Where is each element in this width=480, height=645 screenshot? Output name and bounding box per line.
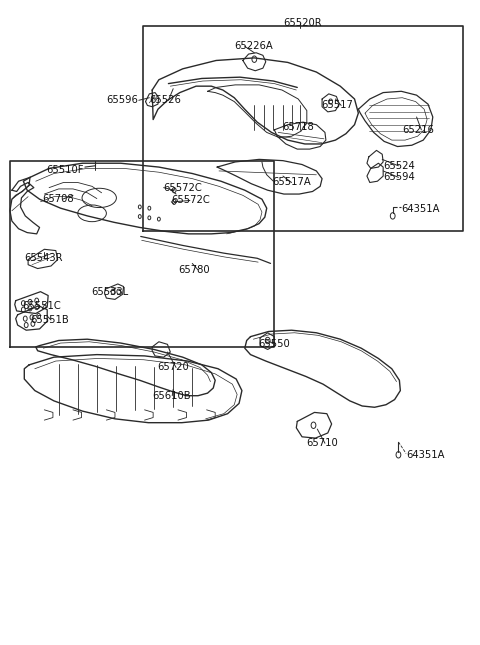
Text: 65216: 65216 [402,125,434,135]
Text: 65226A: 65226A [234,41,273,52]
Text: 65517A: 65517A [273,177,311,188]
Text: 65720: 65720 [157,362,189,372]
Text: 65524: 65524 [383,161,415,171]
Text: 65533L: 65533L [91,286,128,297]
Text: 65710: 65710 [306,438,337,448]
Text: 65780: 65780 [178,265,210,275]
Text: 65551B: 65551B [30,315,69,325]
Text: 65520R: 65520R [283,18,322,28]
Text: 65550: 65550 [258,339,290,350]
Text: 64351A: 64351A [406,450,444,460]
Text: 64351A: 64351A [401,204,440,215]
Text: 65572C: 65572C [171,195,210,206]
Text: 65708: 65708 [42,194,73,204]
Text: 65543R: 65543R [24,253,63,263]
Text: 65551C: 65551C [23,301,61,312]
Text: 65510F: 65510F [47,164,84,175]
Text: 65517: 65517 [321,101,353,110]
Text: 65572C: 65572C [164,183,203,193]
Text: 65718: 65718 [282,123,314,132]
Text: 65596: 65596 [107,95,138,105]
Text: 65610B: 65610B [152,391,191,401]
Text: 65594: 65594 [383,172,415,183]
Text: 65526: 65526 [149,95,181,105]
